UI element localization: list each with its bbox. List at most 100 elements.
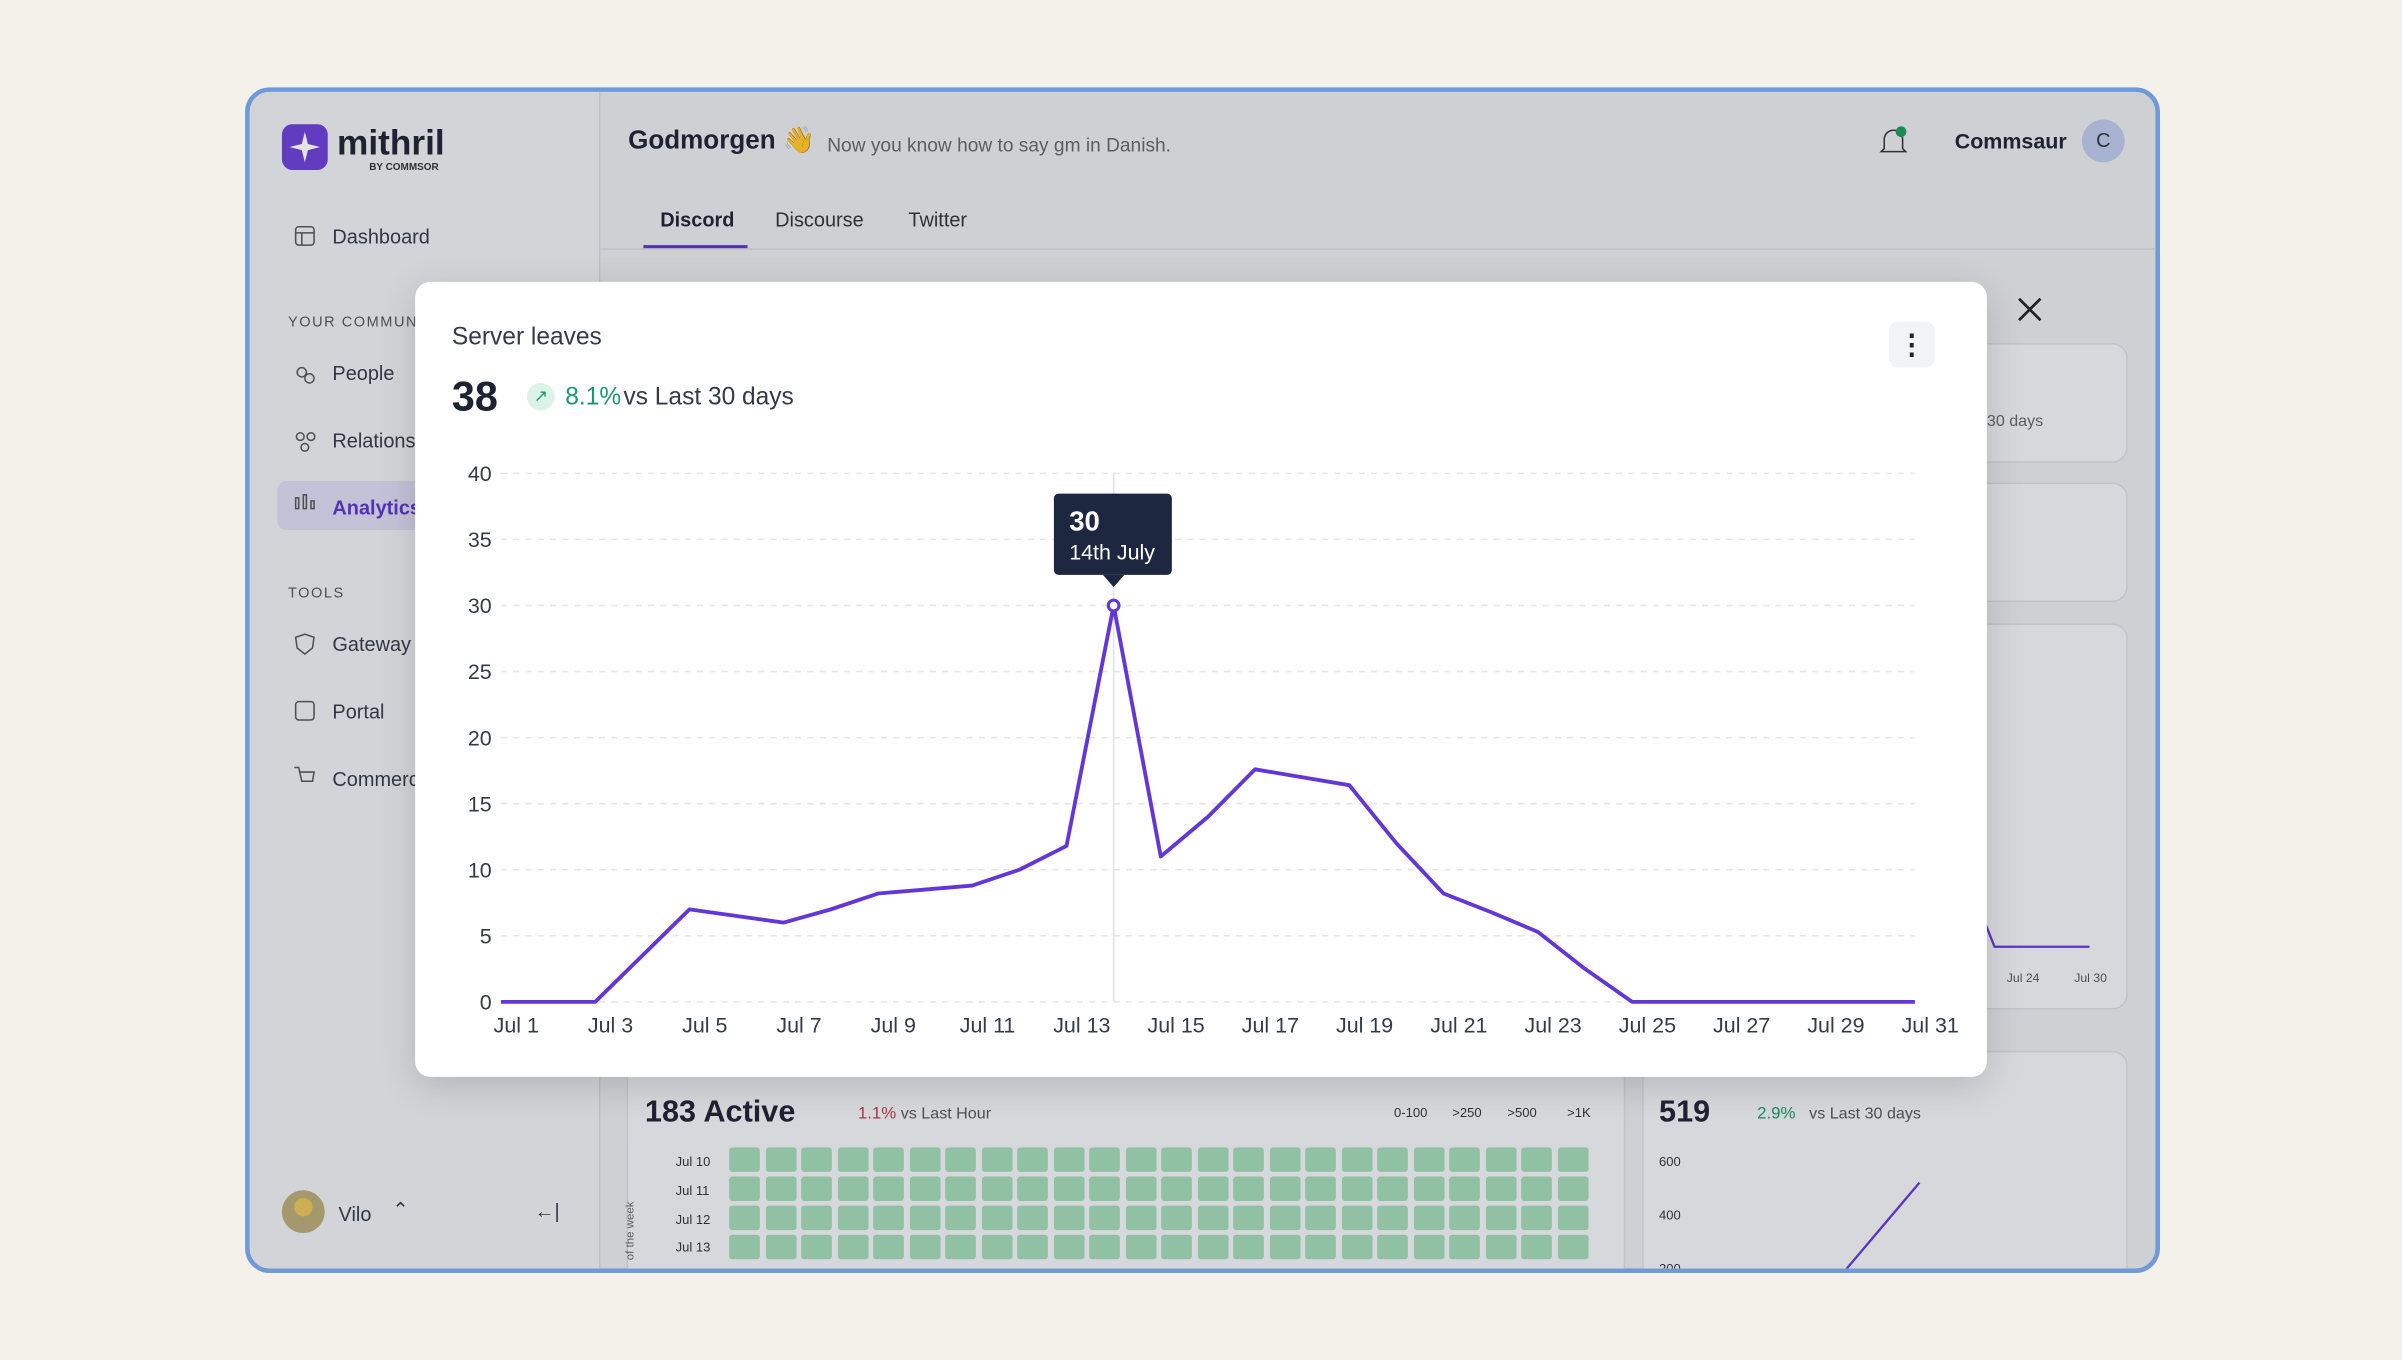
heatmap-cell: [1125, 1176, 1156, 1202]
row-label: Jul 10: [675, 1153, 711, 1169]
bg-change: 1.1%: [857, 1104, 897, 1123]
hover-point: [1106, 598, 1121, 613]
bg-text: 30 days: [1986, 412, 2044, 431]
x-tick-label: Jul 3: [588, 1014, 633, 1038]
nav-icons: [294, 366, 316, 783]
x-tick-label: Jul 11: [960, 1014, 1016, 1038]
heatmap-cell: [909, 1234, 940, 1260]
heatmap-cell: [909, 1176, 940, 1202]
menu-button[interactable]: ⋮: [1888, 321, 1935, 368]
brand-sub: BY COMMSOR: [369, 162, 439, 174]
change-value: 8.1%: [565, 384, 622, 411]
x-tick-label: Jul 31: [1902, 1014, 1959, 1038]
heatmap-cell: [765, 1234, 796, 1260]
bg-text: vs Last 30 days: [1809, 1104, 1921, 1123]
section-title: TOOLS: [287, 585, 345, 603]
nav-item[interactable]: Portal: [332, 700, 385, 724]
heatmap-cell: [1521, 1176, 1552, 1202]
heatmap-cell: [1089, 1234, 1120, 1260]
heatmap-cell: [1161, 1234, 1192, 1260]
collapse-button[interactable]: ←|: [534, 1199, 560, 1223]
heatmap-cell: [1089, 1205, 1120, 1231]
heatmap-cell: [945, 1176, 976, 1202]
tab[interactable]: Twitter: [908, 208, 968, 232]
bg-line: [1845, 1181, 1921, 1269]
heatmap-cell: [837, 1147, 868, 1172]
y-tick-label: 10: [468, 858, 492, 882]
modal: Server leaves 38 ↗ 8.1% vs Last 30 days …: [415, 281, 1987, 1077]
y-tick-label: 40: [468, 462, 492, 486]
heatmap-cell: [1341, 1234, 1372, 1260]
heatmap-cell: [1341, 1147, 1372, 1172]
heatmap-cell: [1161, 1205, 1192, 1231]
close-button[interactable]: [2014, 294, 2045, 325]
user-caret[interactable]: ⌃: [392, 1197, 409, 1221]
tooltip-pointer: [1102, 574, 1125, 588]
heatmap-cell: [1377, 1205, 1408, 1231]
header-user[interactable]: Commsaur: [1954, 128, 2067, 154]
heatmap-cell: [1089, 1176, 1120, 1202]
tab-indicator: [643, 245, 748, 249]
heatmap-cell: [1053, 1147, 1084, 1172]
heatmap-cell: [1017, 1147, 1048, 1172]
heatmap-cell: [1125, 1205, 1156, 1231]
x-tick-label: Jul 13: [1053, 1014, 1110, 1038]
tab[interactable]: Discourse: [775, 208, 864, 232]
nav-icon: [294, 225, 315, 246]
heatmap-cell: [1341, 1176, 1372, 1202]
nav-item-active[interactable]: Analytics: [332, 496, 421, 520]
user-avatar: [281, 1190, 325, 1234]
nav-item[interactable]: Dashboard: [332, 225, 430, 249]
nav-item[interactable]: People: [332, 361, 395, 385]
x-tick-label: Jul 9: [871, 1014, 916, 1038]
row-label: Jul 11: [675, 1182, 710, 1198]
tab-active[interactable]: Discord: [660, 208, 735, 232]
y-tick-label: 20: [468, 726, 492, 750]
heatmap-cell: [1197, 1234, 1228, 1260]
user-name[interactable]: Vilo: [338, 1202, 372, 1226]
nav-item[interactable]: Commerce: [332, 767, 430, 791]
heatmap-cell: [1485, 1205, 1516, 1231]
chart: 0 5 10 15 20 25 30 35 40 Jul 1 Jul 3 Jul 5 Jul 7 Jul …: [468, 462, 1959, 1038]
heatmap-cell: [1161, 1176, 1192, 1202]
heatmap-cell: [1305, 1234, 1336, 1260]
total-value: 38: [451, 373, 498, 420]
heatmap-cell: [945, 1205, 976, 1231]
bg-value: 519: [1659, 1095, 1711, 1130]
heatmap-cell: [801, 1205, 832, 1231]
nav-item[interactable]: Gateway: [332, 632, 412, 656]
heatmap-cell: [1521, 1147, 1552, 1172]
heatmap-cell: [1485, 1176, 1516, 1202]
x-tick-label: Jul 19: [1336, 1014, 1393, 1038]
heatmap-cell: [1017, 1205, 1048, 1231]
heatmap-cell: [1413, 1147, 1444, 1172]
series-line: [500, 603, 1915, 1004]
heatmap-cell: [729, 1234, 760, 1260]
chart-title: Server leaves: [451, 324, 602, 351]
x-tick-label: Jul 17: [1242, 1014, 1299, 1038]
heatmap-cell: [729, 1176, 760, 1202]
heatmap-cell: [1557, 1234, 1588, 1260]
heatmap-cell: [1053, 1205, 1084, 1231]
header-avatar[interactable]: C: [2081, 119, 2125, 163]
notification-bell[interactable]: [1878, 126, 1909, 160]
x-tick-label: Jul 5: [682, 1014, 727, 1038]
heatmap-cell: [1017, 1176, 1048, 1202]
heatmap-cell: [1269, 1176, 1300, 1202]
heatmap-cell: [1521, 1205, 1552, 1231]
heatmap-cell: [1449, 1234, 1480, 1260]
heatmap-cell: [1197, 1176, 1228, 1202]
heatmap-cell: [1125, 1234, 1156, 1260]
heatmap-cell: [909, 1205, 940, 1231]
heatmap-cell: [1089, 1147, 1120, 1172]
bg-text: Jul 30: [2074, 971, 2107, 986]
heatmap-cell: [1053, 1176, 1084, 1202]
heatmap-cell: [1305, 1205, 1336, 1231]
y-tick-label: 25: [468, 660, 492, 684]
heatmap-cell: [1233, 1147, 1264, 1172]
bg-tick: 200: [1659, 1260, 1681, 1274]
heatmap-cell: [1269, 1147, 1300, 1172]
greeting: Godmorgen 👋: [628, 125, 816, 155]
heatmap-cell: [1161, 1147, 1192, 1172]
heatmap-cell: [1521, 1234, 1552, 1260]
